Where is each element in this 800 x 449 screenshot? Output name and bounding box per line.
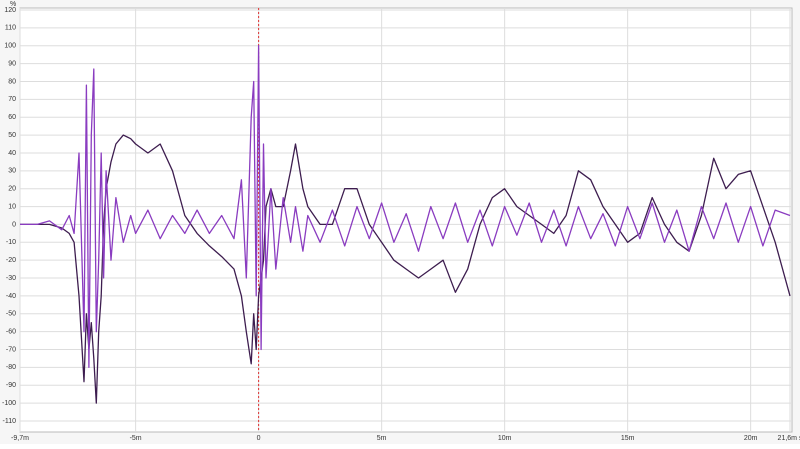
- y-tick-label: 0: [12, 221, 16, 228]
- y-tick-label: -110: [3, 418, 17, 425]
- y-tick-label: 30: [8, 168, 16, 175]
- y-tick-label: -10: [6, 239, 16, 246]
- series-line: [20, 134, 791, 404]
- plot-area: [19, 7, 793, 433]
- y-tick-label: 70: [8, 96, 16, 103]
- y-tick-label: -60: [6, 328, 16, 335]
- x-tick-label: 15m: [621, 435, 635, 442]
- x-tick-label: 21,6m s: [778, 435, 800, 442]
- y-tick-label: 60: [8, 114, 16, 121]
- y-tick-label: 40: [8, 150, 16, 157]
- x-tick-label: -9,7m: [11, 435, 29, 442]
- y-tick-label: 80: [8, 78, 16, 85]
- y-tick-label: -40: [6, 293, 16, 300]
- x-tick-label: 10m: [498, 435, 512, 442]
- y-tick-label: -50: [6, 311, 16, 318]
- y-tick-label: 110: [5, 25, 16, 32]
- y-tick-label: 120: [4, 7, 16, 14]
- y-tick-label: -100: [2, 400, 16, 407]
- y-tick-label: -70: [6, 346, 16, 353]
- y-tick-label: -30: [6, 275, 16, 282]
- y-tick-label: 10: [8, 203, 16, 210]
- y-tick-label: -90: [6, 382, 16, 389]
- x-tick-label: 0: [257, 435, 261, 442]
- y-tick-label: -80: [6, 364, 16, 371]
- y-unit: %: [10, 1, 16, 8]
- series-line: [20, 45, 791, 369]
- x-tick-label: 20m: [744, 435, 758, 442]
- y-tick-label: 100: [4, 43, 16, 50]
- x-tick-label: 5m: [377, 435, 387, 442]
- y-tick-label: 20: [8, 186, 16, 193]
- y-tick-label: 50: [8, 132, 16, 139]
- x-tick-label: -5m: [130, 435, 142, 442]
- y-tick-label: -20: [6, 257, 16, 264]
- y-tick-label: 90: [8, 60, 16, 67]
